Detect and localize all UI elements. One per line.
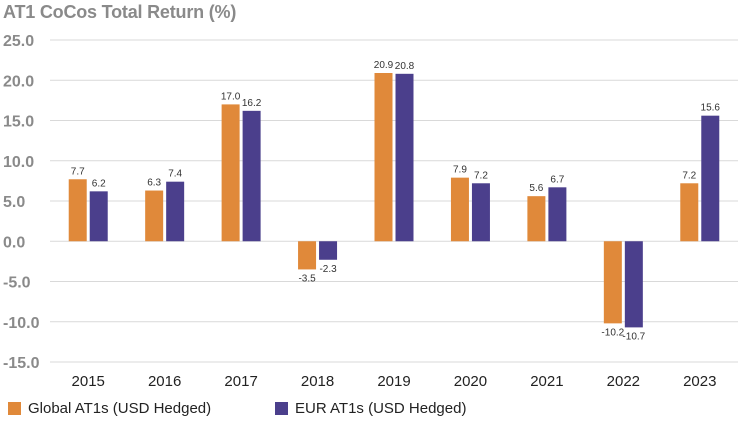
legend-swatch-eur <box>275 402 288 415</box>
bar-global-2015 <box>68 179 87 242</box>
bar-global-2022 <box>603 241 622 324</box>
y-tick-label: 15.0 <box>3 114 34 131</box>
data-label: 6.2 <box>92 178 106 189</box>
legend-item-global: Global AT1s (USD Hedged) <box>8 400 211 417</box>
y-tick-label: -10.0 <box>3 315 40 332</box>
y-tick-label: -15.0 <box>3 355 40 372</box>
data-label: 5.6 <box>529 183 543 194</box>
data-label: -3.5 <box>298 273 316 284</box>
bar-global-2016 <box>145 190 164 242</box>
legend-item-eur: EUR AT1s (USD Hedged) <box>275 400 466 417</box>
x-tick-label: 2015 <box>72 373 105 390</box>
y-tick-label: 25.0 <box>3 33 34 50</box>
data-label: 20.9 <box>374 60 394 71</box>
bar-eur-2018 <box>319 241 338 260</box>
data-label: 7.4 <box>168 169 182 180</box>
data-label: -2.3 <box>319 264 337 275</box>
data-label: 7.9 <box>453 165 467 176</box>
y-tick-label: 20.0 <box>3 73 34 90</box>
x-tick-label: 2018 <box>301 373 334 390</box>
bar-eur-2015 <box>89 191 108 242</box>
bars <box>68 73 720 328</box>
bar-eur-2021 <box>548 187 567 242</box>
bar-eur-2020 <box>471 183 490 242</box>
bar-global-2023 <box>680 183 699 242</box>
bar-global-2018 <box>298 241 317 270</box>
x-axis-ticks: 2015 2016 2017 2018 2019 2020 2021 2022 2023 <box>72 373 717 390</box>
y-tick-label: 5.0 <box>3 194 25 211</box>
y-tick-label: 10.0 <box>3 154 34 171</box>
data-label: -10.7 <box>622 331 645 342</box>
data-label: 16.2 <box>242 98 262 109</box>
bar-global-2020 <box>450 177 469 242</box>
legend-label-eur: EUR AT1s (USD Hedged) <box>295 400 467 417</box>
x-tick-label: 2020 <box>454 373 487 390</box>
bar-eur-2019 <box>395 73 414 242</box>
y-axis-ticks: 25.0 20.0 15.0 10.0 5.0 0.0 -5.0 -10.0 -15.0 <box>3 33 40 372</box>
data-label: 15.6 <box>701 103 721 114</box>
bar-global-2019 <box>374 73 393 242</box>
x-tick-label: 2016 <box>148 373 181 390</box>
bar-global-2017 <box>221 104 240 242</box>
data-label: 7.2 <box>474 170 488 181</box>
data-label: 20.8 <box>395 61 415 72</box>
y-tick-label: 0.0 <box>3 234 25 251</box>
legend-label-global: Global AT1s (USD Hedged) <box>28 400 212 417</box>
legend-swatch-global <box>8 402 21 415</box>
bar-eur-2016 <box>166 181 185 242</box>
data-label: 6.7 <box>550 174 564 185</box>
x-tick-label: 2023 <box>683 373 716 390</box>
data-label: 6.3 <box>147 178 161 189</box>
data-label: 17.0 <box>221 91 241 102</box>
x-tick-label: 2021 <box>530 373 563 390</box>
data-labels: 7.7 6.2 6.3 7.4 17.016.2 -3.5-2.3 20.9 20.8 7.9 7… <box>71 60 721 342</box>
bar-eur-2022 <box>624 241 643 328</box>
bar-eur-2023 <box>701 115 720 242</box>
bar-eur-2017 <box>242 110 261 242</box>
chart-title: AT1 CoCos Total Return (%) <box>3 2 237 22</box>
x-tick-label: 2022 <box>607 373 640 390</box>
data-label: -10.2 <box>601 327 624 338</box>
y-tick-label: -5.0 <box>3 275 31 292</box>
data-label: 7.2 <box>682 170 696 181</box>
x-tick-label: 2019 <box>377 373 410 390</box>
gridlines <box>50 39 738 363</box>
data-label: 7.7 <box>71 166 85 177</box>
x-tick-label: 2017 <box>224 373 257 390</box>
bar-global-2021 <box>527 196 546 242</box>
